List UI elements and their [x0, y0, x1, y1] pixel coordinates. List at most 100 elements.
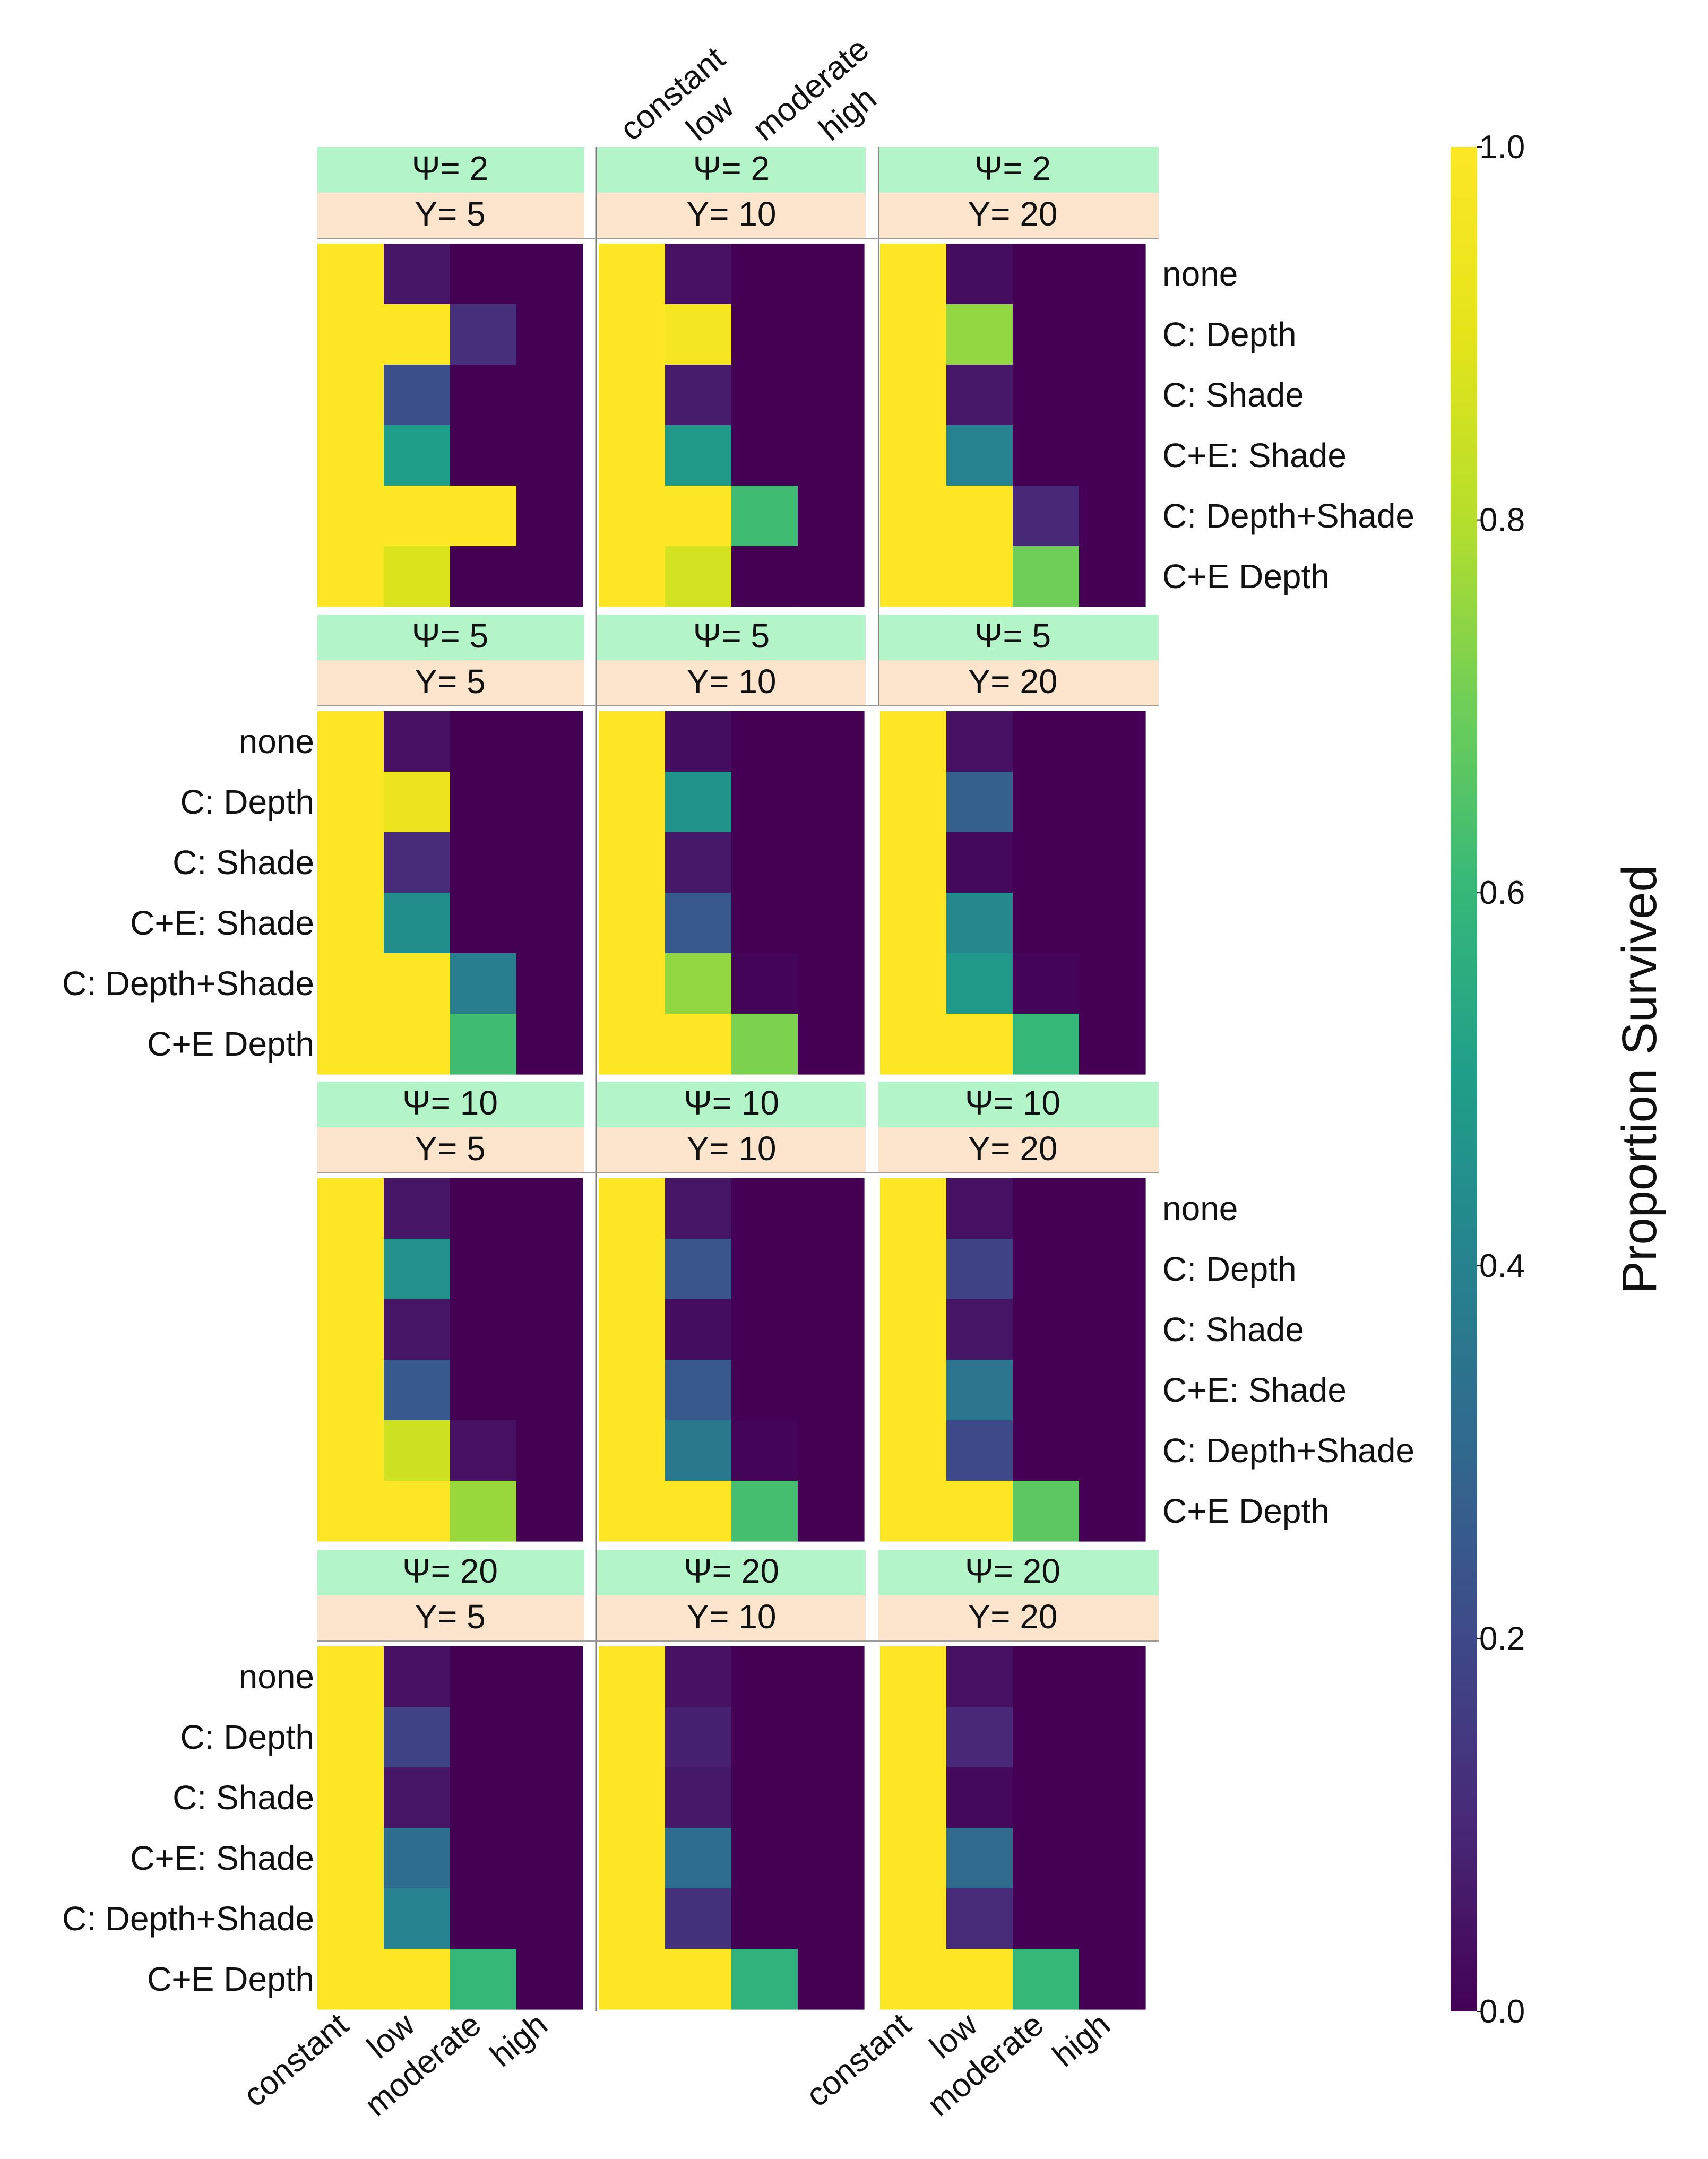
- heatmap-cell: [384, 365, 451, 426]
- heatmap-cell: [731, 1420, 798, 1481]
- heatmap-cell: [384, 1646, 451, 1707]
- heatmap-cell: [1079, 711, 1146, 772]
- heatmap-cell: [1013, 1420, 1080, 1481]
- heatmap-cell: [1013, 1299, 1080, 1360]
- heatmap-cell: [946, 1828, 1013, 1889]
- heatmap-cell: [516, 1420, 583, 1481]
- heatmap-cell: [450, 1239, 517, 1300]
- heatmap-cell: [946, 1707, 1013, 1768]
- heatmap-cell: [880, 893, 947, 954]
- heatmap-cell: [317, 546, 384, 607]
- heatmap-cell: [880, 1360, 947, 1421]
- heatmap-cell: [516, 1360, 583, 1421]
- heatmap-cell: [798, 1420, 865, 1481]
- heatmap-cell: [384, 1360, 451, 1421]
- heatmap-cell: [384, 711, 451, 772]
- column-label: high: [1046, 2006, 1117, 2074]
- y-strip: [878, 660, 1159, 706]
- heatmap-cell: [317, 486, 384, 547]
- heatmap-cell: [665, 1888, 732, 1949]
- heatmap-cell: [946, 1949, 1013, 2010]
- heatmap-cell: [450, 486, 517, 547]
- heatmap-cell: [880, 772, 947, 833]
- heatmap-cell: [450, 546, 517, 607]
- heatmap-cell: [1079, 1646, 1146, 1707]
- heatmap-cell: [384, 546, 451, 607]
- heatmap-cell: [880, 832, 947, 893]
- heatmap-cell: [317, 365, 384, 426]
- heatmap-cell: [516, 953, 583, 1014]
- heatmap-cell: [731, 486, 798, 547]
- heatmap-cell: [516, 772, 583, 833]
- heatmap-cell: [599, 1949, 666, 2010]
- heatmap-cell: [798, 1949, 865, 2010]
- heatmap-cell: [450, 1299, 517, 1360]
- heatmap-cell: [880, 1949, 947, 2010]
- heatmap-cell: [317, 1239, 384, 1300]
- heatmap-cell: [450, 772, 517, 833]
- heatmap-cell: [1079, 1888, 1146, 1949]
- heatmap-cell: [798, 1299, 865, 1360]
- heatmap-cell: [317, 1646, 384, 1707]
- heatmap-cell: [317, 1888, 384, 1949]
- psi-strip: [597, 615, 866, 660]
- heatmap-cell: [1079, 1949, 1146, 2010]
- heatmap-cell: [384, 1767, 451, 1828]
- heatmap-cell: [946, 1360, 1013, 1421]
- heatmap-cell: [798, 1707, 865, 1768]
- heatmap-cell: [384, 486, 451, 547]
- heatmap-cell: [731, 1178, 798, 1239]
- heatmap-cell: [731, 1646, 798, 1707]
- heatmap-cell: [450, 1360, 517, 1421]
- heatmap-cell: [317, 953, 384, 1014]
- heatmap-cell: [1079, 1239, 1146, 1300]
- heatmap-cell: [731, 244, 798, 305]
- heatmap-cell: [880, 953, 947, 1014]
- heatmap-cell: [798, 711, 865, 772]
- row-label: C: Depth+Shade: [62, 1899, 314, 1938]
- heatmap-cell: [317, 1828, 384, 1889]
- heatmap-cell: [317, 832, 384, 893]
- heatmap-cell: [1079, 1178, 1146, 1239]
- heatmap-cell: [317, 1707, 384, 1768]
- psi-strip: [317, 615, 584, 660]
- heatmap-cell: [880, 1299, 947, 1360]
- heatmap-cell: [317, 1767, 384, 1828]
- y-strip-label: Y= 20: [968, 1597, 1057, 1636]
- heatmap-cell: [880, 304, 947, 365]
- colorbar-tick-label: 1.0: [1479, 129, 1525, 166]
- heatmap-cell: [599, 1178, 666, 1239]
- heatmap-cell: [516, 304, 583, 365]
- y-strip: [878, 1595, 1159, 1641]
- heatmap-cell: [880, 1420, 947, 1481]
- heatmap-cell: [731, 1767, 798, 1828]
- heatmap-cell: [798, 244, 865, 305]
- heatmap-cell: [317, 1178, 384, 1239]
- heatmap-cell: [516, 1014, 583, 1075]
- heatmap-cell: [1079, 1014, 1146, 1075]
- heatmap-cell: [317, 1420, 384, 1481]
- heatmap-cell: [665, 1420, 732, 1481]
- psi-strip-label: Ψ= 5: [693, 617, 770, 655]
- heatmap-cell: [731, 832, 798, 893]
- y-strip: [597, 193, 866, 238]
- heatmap-cell: [450, 425, 517, 486]
- row-label: C: Depth: [180, 1718, 314, 1756]
- heatmap-cell: [1013, 1178, 1080, 1239]
- heatmap-cell: [1013, 546, 1080, 607]
- heatmap-cell: [384, 1239, 451, 1300]
- heatmap-cell: [599, 772, 666, 833]
- heatmap-cell: [946, 1481, 1013, 1542]
- heatmap-cell: [516, 1299, 583, 1360]
- heatmap-cell: [1013, 1888, 1080, 1949]
- row-label: C: Depth+Shade: [62, 964, 314, 1003]
- heatmap-cell: [450, 832, 517, 893]
- heatmap-cell: [880, 425, 947, 486]
- heatmap-cell: [450, 1178, 517, 1239]
- heatmap-cell: [384, 1420, 451, 1481]
- heatmap-cell: [946, 1239, 1013, 1300]
- heatmap-cell: [384, 1481, 451, 1542]
- psi-strip: [317, 1550, 584, 1595]
- heatmap-cell: [516, 244, 583, 305]
- y-strip: [597, 1127, 866, 1173]
